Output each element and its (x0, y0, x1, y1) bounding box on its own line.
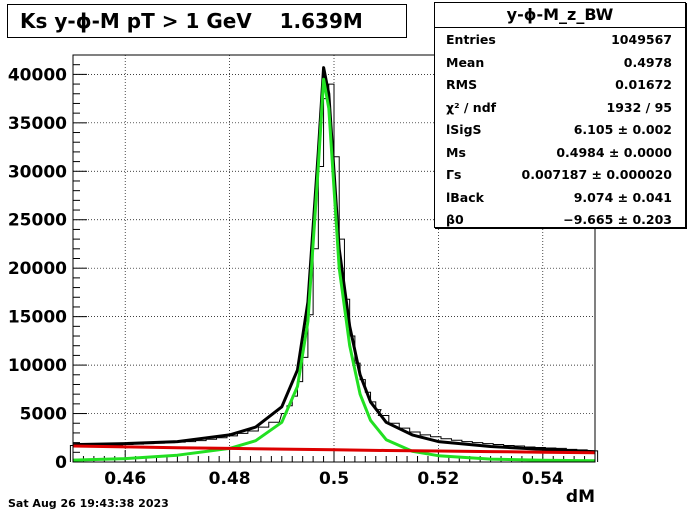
y-tick-label: 20000 (8, 259, 67, 279)
chart-title-box: Ks y-ϕ-M pT > 1 GeV 1.639M (7, 4, 407, 38)
y-tick-label: 15000 (8, 308, 67, 328)
y-tick-label: 10000 (8, 356, 67, 376)
stats-row: Entries 1049567 (435, 28, 685, 51)
stats-value: 0.01672 (615, 77, 672, 92)
stats-key: RMS (446, 77, 478, 92)
stats-key: Mean (446, 54, 485, 70)
x-tick-label: 0.46 (104, 469, 146, 489)
stats-row: lSigS 6.105 ± 0.002 (435, 118, 685, 141)
stats-key: β0 (446, 212, 464, 227)
x-tick-label: 0.5 (319, 469, 349, 489)
plot-frame (72, 54, 596, 463)
y-tick-label: 25000 (8, 211, 67, 231)
stats-row: RMS 0.01672 (435, 73, 685, 96)
stats-value: 6.105 ± 0.002 (573, 122, 672, 137)
stats-key: lSigS (446, 122, 482, 137)
y-tick-label: 40000 (8, 65, 67, 85)
stats-key: lBack (446, 189, 484, 205)
chart-title: Ks y-ϕ-M pT > 1 GeV 1.639M (20, 9, 363, 33)
total-fit-curve (72, 66, 596, 454)
stats-value: 0.4984 ± 0.0000 (556, 144, 672, 160)
x-tick-label: 0.48 (209, 469, 251, 489)
stats-value: 1932 / 95 (606, 99, 672, 115)
stats-row: Mean 0.4978 (435, 51, 685, 74)
stats-key: Entries (446, 32, 496, 47)
y-tick-label: 30000 (8, 162, 67, 182)
stats-key: χ² / ndf (446, 99, 497, 115)
y-tick-label: 5000 (20, 405, 67, 425)
x-axis-label: dM (566, 487, 595, 507)
stats-value: 9.074 ± 0.041 (573, 189, 672, 205)
timestamp: Sat Aug 26 19:43:38 2023 (8, 497, 169, 510)
y-tick-label: 35000 (8, 114, 67, 134)
stats-row: lBack 9.074 ± 0.041 (435, 186, 685, 209)
stats-value: −9.665 ± 0.203 (563, 212, 672, 227)
stats-box: y-ϕ-M_z_BW Entries 1049567 Mean 0.4978 RMS… (434, 2, 686, 228)
y-tick-label: 0 (55, 453, 67, 473)
stats-row: β0 −9.665 ± 0.203 (435, 208, 685, 231)
stats-value: 0.4978 (623, 54, 672, 70)
background-fit-curve (72, 444, 596, 455)
stats-row: Ms 0.4984 ± 0.0000 (435, 141, 685, 164)
stats-key: Ms (446, 144, 466, 160)
stats-value: 0.007187 ± 0.000020 (521, 167, 672, 182)
x-tick-label: 0.52 (417, 469, 459, 489)
stats-title: y-ϕ-M_z_BW (435, 3, 685, 28)
stats-row: Γs 0.007187 ± 0.000020 (435, 163, 685, 186)
stats-value: 1049567 (611, 32, 672, 47)
stats-key: Γs (446, 167, 462, 182)
stats-row: χ² / ndf 1932 / 95 (435, 96, 685, 119)
x-tick-label: 0.54 (522, 469, 564, 489)
signal-fit-curve (72, 77, 596, 463)
